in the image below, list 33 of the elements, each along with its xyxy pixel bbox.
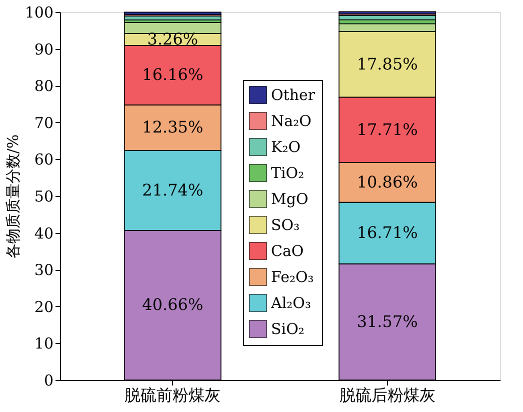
y-tick-label: 0 [44,372,54,390]
data-label: 17.71% [356,120,418,139]
y-tick-label: 50 [34,188,54,206]
legend-label: Fe₂O₃ [271,268,314,286]
y-tick-label: 90 [34,40,54,58]
y-axis-title: 各物质质量分数/% [4,134,22,259]
data-label: 12.35% [142,118,204,137]
y-tick-label: 100 [24,4,54,22]
y-tick-label: 60 [34,150,54,169]
y-tick-label: 80 [34,77,54,96]
legend-label: SO₃ [271,216,300,234]
legend-label: TiO₂ [271,164,304,182]
y-tick-label: 30 [34,261,54,280]
data-label: 17.85% [356,54,418,74]
legend-label: SiO₂ [271,320,304,338]
legend-label: MgO [271,190,308,208]
y-tick-label: 70 [34,114,54,132]
legend-label: Other [271,86,316,104]
data-label: 16.71% [356,223,418,242]
x-tick-label: 脱硫前粉煤灰 [124,386,221,404]
legend-label: K₂O [271,138,301,156]
legend-label: Al₂O₃ [270,294,311,312]
data-label: 40.66% [142,295,204,314]
data-label: 21.74% [142,180,204,200]
y-tick-label: 10 [34,334,54,353]
legend-label: CaO [271,242,304,260]
legend-label: Na₂O [271,112,312,130]
y-tick-label: 20 [34,298,54,316]
data-label: 10.86% [356,172,418,192]
data-label: 31.57% [356,312,418,331]
data-label: 16.16% [142,65,204,84]
y-tick-label: 40 [34,224,54,242]
x-tick-label: 脱硫后粉煤灰 [339,386,436,404]
